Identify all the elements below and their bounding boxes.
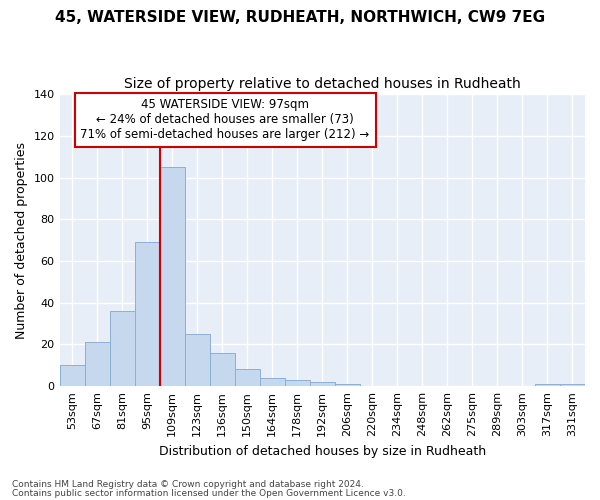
Bar [160, 167, 185, 386]
Bar [85, 342, 110, 386]
Bar [59, 366, 85, 386]
Text: 45, WATERSIDE VIEW, RUDHEATH, NORTHWICH, CW9 7EG: 45, WATERSIDE VIEW, RUDHEATH, NORTHWICH,… [55, 10, 545, 25]
Bar [134, 242, 160, 386]
Title: Size of property relative to detached houses in Rudheath: Size of property relative to detached ho… [124, 78, 521, 92]
Bar [310, 382, 335, 386]
Bar [235, 370, 260, 386]
Bar [535, 384, 560, 386]
Text: Contains public sector information licensed under the Open Government Licence v3: Contains public sector information licen… [12, 488, 406, 498]
X-axis label: Distribution of detached houses by size in Rudheath: Distribution of detached houses by size … [159, 444, 486, 458]
Bar [209, 353, 235, 386]
Text: Contains HM Land Registry data © Crown copyright and database right 2024.: Contains HM Land Registry data © Crown c… [12, 480, 364, 489]
Bar [560, 384, 585, 386]
Bar [260, 378, 285, 386]
Text: 45 WATERSIDE VIEW: 97sqm
← 24% of detached houses are smaller (73)
71% of semi-d: 45 WATERSIDE VIEW: 97sqm ← 24% of detach… [80, 98, 370, 142]
Bar [335, 384, 360, 386]
Bar [110, 311, 134, 386]
Bar [185, 334, 209, 386]
Bar [285, 380, 310, 386]
Y-axis label: Number of detached properties: Number of detached properties [15, 142, 28, 338]
